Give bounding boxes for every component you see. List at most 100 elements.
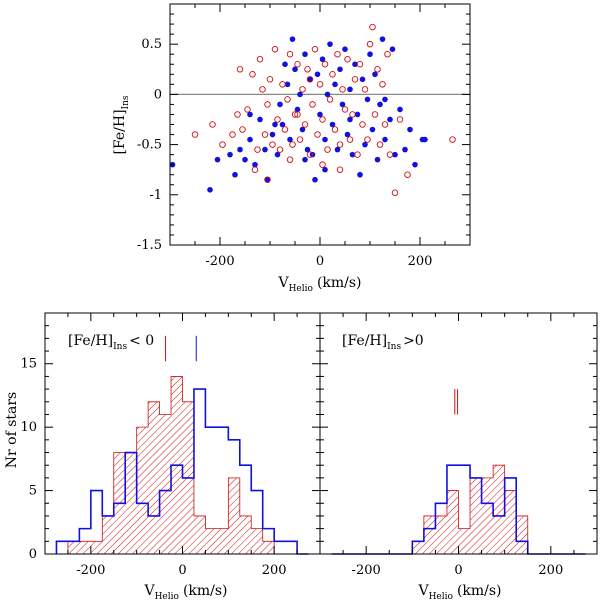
scatter-point-filled-49 bbox=[364, 96, 371, 103]
hist-left-bar-9 bbox=[159, 414, 172, 554]
scatter-point-open-71 bbox=[336, 166, 344, 173]
hist-left-bar-18 bbox=[262, 541, 275, 554]
scatter-point-filled-1 bbox=[207, 186, 213, 193]
scatter-point-filled-29 bbox=[314, 71, 321, 78]
scatter-point-filled-32 bbox=[322, 136, 328, 143]
scatter-point-open-29 bbox=[304, 66, 311, 73]
scatter-xtick-label: 0 bbox=[316, 254, 324, 269]
scatter-point-filled-11 bbox=[264, 176, 271, 183]
scatter-point-open-38 bbox=[326, 96, 334, 103]
scatter-point-open-12 bbox=[261, 131, 269, 138]
scatter-point-open-46 bbox=[346, 136, 354, 143]
scatter-point-open-10 bbox=[256, 55, 264, 63]
scatter-point-filled-37 bbox=[334, 146, 341, 153]
scatter-point-filled-48 bbox=[362, 141, 368, 148]
scatter-point-filled-21 bbox=[294, 106, 301, 113]
scatter-point-filled-61 bbox=[402, 146, 408, 153]
scatter-point-open-24 bbox=[291, 111, 299, 118]
scatter-point-filled-42 bbox=[347, 86, 353, 93]
scatter-point-filled-23 bbox=[299, 126, 306, 133]
scatter-ytick-label: -1.5 bbox=[137, 238, 162, 253]
scatter-point-open-13 bbox=[264, 101, 271, 108]
scatter-point-open-69 bbox=[286, 156, 294, 163]
hist-left-bar-16 bbox=[239, 515, 252, 554]
scatter-ytick-label: -0.5 bbox=[137, 138, 162, 153]
scatter-point-open-59 bbox=[379, 81, 386, 88]
scatter-point-filled-66 bbox=[302, 156, 308, 163]
hist-right-panel: -200 0 200 [Fe/H]Ins >0 VHelio (km/s) bbox=[319, 312, 598, 602]
hist-left-step-line bbox=[55, 388, 309, 555]
scatter-point-filled-8 bbox=[252, 161, 258, 168]
hist-left-bar-13 bbox=[205, 528, 217, 554]
scatter-point-filled-58 bbox=[389, 46, 396, 52]
scatter-point-open-30 bbox=[306, 151, 314, 158]
scatter-point-filled-26 bbox=[307, 76, 313, 83]
scatter-point-filled-33 bbox=[324, 91, 331, 98]
scatter-point-open-70 bbox=[319, 161, 326, 168]
scatter-point-open-67 bbox=[264, 176, 271, 183]
scatter-point-filled-36 bbox=[332, 81, 338, 88]
scatter-point-open-44 bbox=[341, 106, 349, 113]
scatter-point-filled-4 bbox=[232, 171, 238, 178]
scatter-point-open-26 bbox=[296, 136, 304, 143]
scatter-point-filled-3 bbox=[227, 151, 233, 158]
scatter-point-open-62 bbox=[386, 151, 394, 158]
hist-right-xtick-label: 200 bbox=[538, 563, 563, 578]
hist-left-ytick-label: 5 bbox=[29, 484, 37, 499]
scatter-point-open-58 bbox=[376, 141, 384, 148]
scatter-ylabel: [Fe/H]Ins bbox=[112, 95, 131, 154]
hist-right-xtick-label: 0 bbox=[454, 563, 462, 578]
scatter-point-open-72 bbox=[306, 76, 314, 83]
scatter-point-filled-46 bbox=[357, 171, 363, 178]
hist-left-xlabel: VHelio (km/s) bbox=[143, 583, 227, 602]
hist-left-bar-17 bbox=[251, 528, 263, 554]
scatter-point-filled-19 bbox=[289, 36, 296, 42]
scatter-point-open-47 bbox=[349, 111, 356, 118]
scatter-point-open-65 bbox=[404, 171, 411, 178]
scatter-point-open-61 bbox=[384, 50, 391, 58]
scatter-point-open-1 bbox=[209, 121, 216, 128]
scatter-point-open-7 bbox=[244, 106, 251, 113]
scatter-point-open-63 bbox=[391, 189, 399, 197]
scatter-point-open-53 bbox=[364, 136, 371, 143]
scatter-point-filled-43 bbox=[349, 151, 356, 158]
scatter-point-open-3 bbox=[229, 131, 236, 138]
hist-right-ticks: -200 0 200 bbox=[319, 313, 598, 578]
hist-left-bar-3 bbox=[90, 541, 103, 554]
scatter-point-filled-10 bbox=[262, 146, 268, 153]
hist-left-xtick-label: 200 bbox=[262, 563, 287, 578]
scatter-point-open-5 bbox=[236, 66, 244, 73]
scatter-point-open-73 bbox=[294, 111, 301, 118]
hist-left-ticks: -200 0 200 0 5 10 15 bbox=[20, 313, 321, 578]
scatter-point-open-64 bbox=[396, 116, 404, 123]
hist-left-xtick-label: 0 bbox=[178, 563, 186, 578]
scatter-point-open-48 bbox=[351, 76, 359, 83]
scatter-point-open-50 bbox=[356, 61, 364, 68]
scatter-point-open-66 bbox=[449, 136, 456, 143]
hist-right-bar-12 bbox=[470, 477, 482, 554]
hist-left-bar-2 bbox=[79, 541, 91, 554]
hist-left-bar-8 bbox=[148, 401, 160, 554]
hist-right-title: [Fe/H]Ins >0 bbox=[342, 333, 424, 352]
hist-right-bar-9 bbox=[435, 515, 447, 554]
scatter-point-filled-50 bbox=[367, 51, 373, 58]
scatter-ytick-label: -1 bbox=[149, 188, 162, 203]
hist-right-bar-13 bbox=[481, 477, 494, 554]
hist-left-bar-6 bbox=[125, 452, 137, 554]
scatter-point-filled-62 bbox=[407, 126, 413, 133]
scatter-point-filled-9 bbox=[257, 116, 263, 123]
scatter-point-open-18 bbox=[276, 146, 284, 153]
scatter-point-open-14 bbox=[266, 76, 274, 83]
scatter-point-filled-65 bbox=[422, 136, 428, 143]
scatter-point-open-68 bbox=[251, 166, 259, 173]
scatter-point-filled-2 bbox=[214, 156, 221, 163]
scatter-point-open-31 bbox=[309, 101, 316, 108]
scatter-point-open-19 bbox=[279, 81, 286, 88]
scatter-point-open-36 bbox=[321, 61, 329, 68]
hist-right-bar-7 bbox=[412, 541, 424, 554]
scatter-point-filled-25 bbox=[304, 146, 311, 153]
scatter-point-filled-17 bbox=[284, 81, 291, 88]
scatter-point-open-23 bbox=[289, 141, 296, 148]
hist-left-title: [Fe/H]Ins < 0 bbox=[68, 333, 154, 352]
scatter-point-filled-41 bbox=[344, 131, 351, 138]
